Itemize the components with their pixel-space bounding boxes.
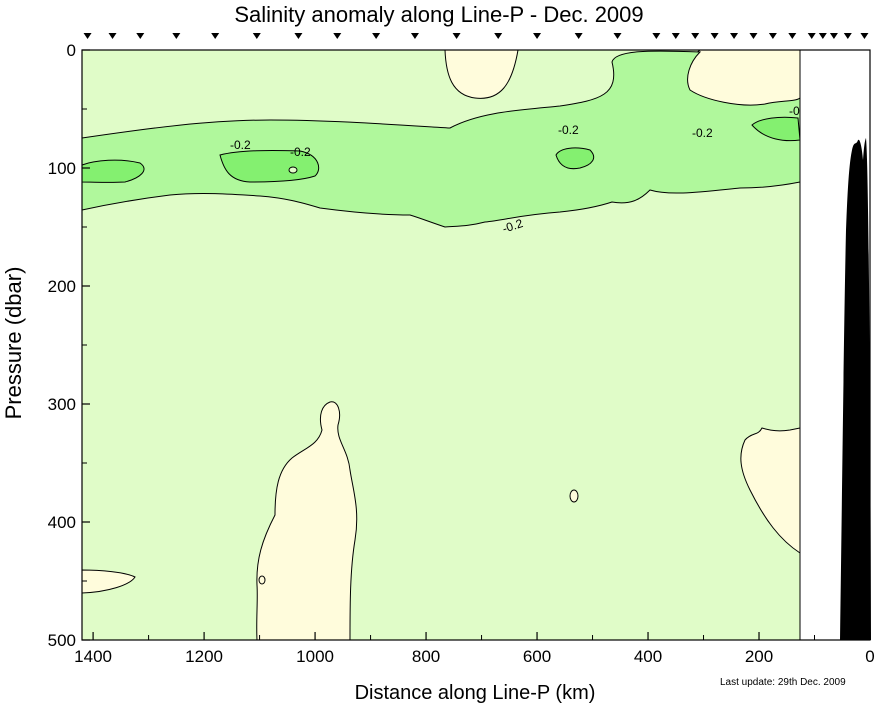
station-marker xyxy=(710,33,719,39)
y-tick-label: 300 xyxy=(48,395,76,414)
contour-label: -0.2 xyxy=(290,145,311,159)
station-marker xyxy=(294,33,303,39)
station-marker xyxy=(818,33,827,39)
y-tick-label: 500 xyxy=(48,631,76,650)
contour-label: -0 xyxy=(789,104,800,118)
station-marker xyxy=(211,33,220,39)
positive-spot-1 xyxy=(569,489,579,503)
station-marker xyxy=(768,33,777,39)
station-marker xyxy=(372,33,381,39)
contour-minus-0-4-centre-left xyxy=(219,149,320,183)
contour-label: -0.2 xyxy=(558,123,579,137)
chart-title: Salinity anomaly along Line-P - Dec. 200… xyxy=(234,2,644,27)
station-marker xyxy=(172,33,181,39)
station-marker xyxy=(652,33,661,39)
station-marker xyxy=(807,33,816,39)
contour-minus-0-4-left xyxy=(81,159,145,183)
y-tick-label: 400 xyxy=(48,513,76,532)
station-marker xyxy=(613,33,622,39)
y-tick-label: 200 xyxy=(48,277,76,296)
station-marker xyxy=(252,33,261,39)
station-marker xyxy=(136,33,145,39)
plot-area: -0.2 -0.2 -0.2 -0.2 -0.2 -0 xyxy=(81,49,871,641)
bathymetry-shelf xyxy=(840,138,871,640)
positive-patch-top xyxy=(444,49,519,99)
station-marker xyxy=(691,33,700,39)
station-marker xyxy=(333,33,342,39)
station-marker xyxy=(574,33,583,39)
x-tick-label: 200 xyxy=(745,647,773,666)
positive-patch-deep-right xyxy=(740,427,801,554)
station-marker xyxy=(410,33,419,39)
last-update-note: Last update: 29th Dec. 2009 xyxy=(720,677,846,688)
x-axis-label: Distance along Line-P (km) xyxy=(354,682,596,704)
x-tick-label: 1200 xyxy=(185,647,223,666)
station-marker xyxy=(533,33,542,39)
station-marker xyxy=(843,33,852,39)
station-marker xyxy=(494,33,503,39)
x-tick-label: 0 xyxy=(865,647,874,666)
station-marker xyxy=(788,33,797,39)
station-marker xyxy=(452,33,461,39)
contour-labels: -0.2 -0.2 -0.2 -0.2 -0.2 -0 xyxy=(230,104,800,236)
contour-minus-0-4-centre xyxy=(555,147,595,170)
x-tick-label: 600 xyxy=(523,647,551,666)
x-tick-label: 1400 xyxy=(74,647,112,666)
x-tick-label: 400 xyxy=(634,647,662,666)
station-marker xyxy=(749,33,758,39)
x-axis: 1400 1200 1000 800 600 400 200 0 xyxy=(74,632,875,666)
positive-patch-deep-left xyxy=(256,401,358,641)
x-tick-label: 1000 xyxy=(296,647,334,666)
y-axis-label: Pressure (dbar) xyxy=(1,266,26,420)
y-tick-label: 0 xyxy=(67,41,76,60)
station-markers xyxy=(83,33,869,39)
contour-minus-0-2-band xyxy=(81,50,801,228)
station-marker xyxy=(860,33,869,39)
station-marker xyxy=(108,33,117,39)
y-tick-label: 100 xyxy=(48,159,76,178)
contour-label: -0.2 xyxy=(501,216,525,236)
positive-spot-2 xyxy=(258,575,266,585)
contour-label: -0.2 xyxy=(230,138,251,152)
contour-minus-0-4-right xyxy=(751,116,801,142)
contour-minus-0-4-tiny xyxy=(288,166,298,174)
x-tick-label: 800 xyxy=(412,647,440,666)
y-axis: 0 100 200 300 400 500 xyxy=(48,41,90,650)
station-marker xyxy=(671,33,680,39)
positive-patch-left-edge xyxy=(81,569,136,594)
station-marker xyxy=(83,33,92,39)
station-marker xyxy=(829,33,838,39)
contour-label: -0.2 xyxy=(692,126,713,140)
station-marker xyxy=(730,33,739,39)
